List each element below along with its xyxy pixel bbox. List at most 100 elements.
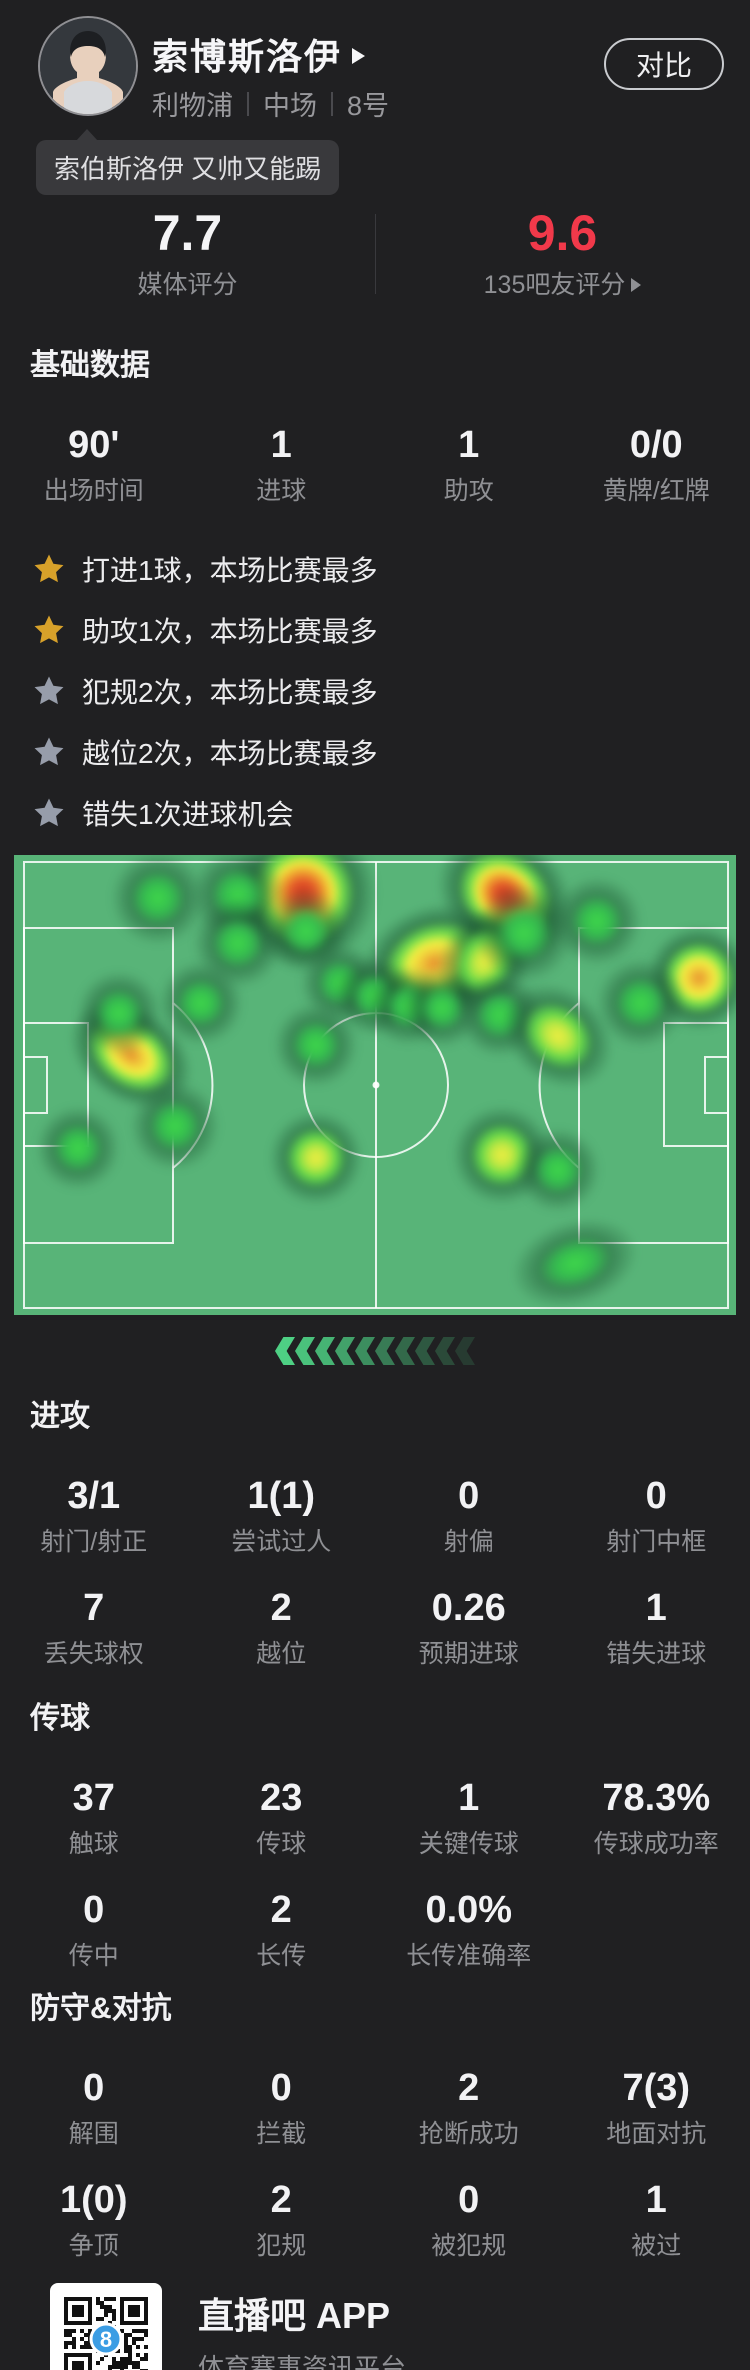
stat-cell: 7 丢失球权: [0, 1587, 188, 1667]
defense-section: 防守&对抗 0 解围 0 拦截 2 抢断成功 7(3) 地面对抗 1(0) 争顶 2 犯规 0 被犯规 1 被…: [0, 1992, 750, 2260]
stat-cell: 37 触球: [0, 1777, 188, 1857]
stat-cell: 90' 出场时间: [0, 424, 188, 504]
attack-direction-indicator: [0, 1337, 750, 1365]
compare-button[interactable]: 对比: [603, 38, 724, 90]
heat-spot: [130, 1080, 220, 1171]
stat-cell: 0.26 预期进球: [375, 1587, 563, 1667]
stat-value: 0: [458, 2179, 480, 2221]
player-avatar[interactable]: [38, 16, 138, 116]
star-icon: [34, 615, 64, 643]
section-title-defense: 防守&对抗: [30, 1992, 172, 2025]
stat-label: 射门/射正: [40, 1528, 148, 1556]
fan-rating-value: 9.6: [527, 205, 598, 261]
stat-value: 37: [72, 1777, 115, 1819]
attack-stat-grid: 3/1 射门/射正 1(1) 尝试过人 0 射偏 0 射门中框 7 丢失球权 2 越位 0.26 预期进球…: [0, 1475, 750, 1667]
stat-cell: 0 被犯规: [375, 2179, 563, 2259]
stat-cell: 1 助攻: [375, 424, 563, 504]
player-name-row[interactable]: 索博斯洛伊: [152, 28, 366, 80]
heat-spot: [273, 1002, 359, 1088]
section-title-attack: 进攻: [30, 1400, 90, 1433]
stat-cell: 1(1) 尝试过人: [188, 1475, 376, 1555]
chevron-left-icon: [315, 1337, 335, 1365]
stat-cell: 0.0% 长传准确率: [375, 1889, 563, 1969]
chevron-left-icon: [335, 1337, 355, 1365]
fan-rating-arrow-icon: [631, 278, 642, 292]
chevron-left-icon: [275, 1337, 295, 1365]
highlight-row: 助攻1次，本场比赛最多: [0, 599, 750, 660]
stat-label: 进球: [256, 477, 307, 505]
stat-label: 拦截: [256, 2120, 307, 2148]
player-tag-bubble[interactable]: 索伯斯洛伊 又帅又能踢: [36, 129, 340, 195]
stat-cell: 78.3% 传球成功率: [563, 1777, 750, 1857]
player-position: 中场: [263, 91, 317, 121]
stat-label: 长传: [256, 1942, 307, 1970]
stat-value: 90': [68, 424, 120, 466]
stat-value: 1: [458, 1777, 480, 1819]
stat-value: 3/1: [67, 1475, 121, 1517]
highlight-row: 打进1球，本场比赛最多: [0, 538, 750, 599]
attack-section: 进攻 3/1 射门/射正 1(1) 尝试过人 0 射偏 0 射门中框 7 丢失球权 2 越位 0.26 预…: [0, 1400, 750, 1668]
stat-label: 出场时间: [43, 477, 144, 505]
section-title-passing: 传球: [30, 1702, 90, 1735]
stat-value: 0: [83, 1889, 105, 1931]
passing-section: 传球 37 触球 23 传球 1 关键传球 78.3% 传球成功率 0 传中 2 长传 0.0% 长传准确…: [0, 1702, 750, 1970]
stat-label: 越位: [256, 1640, 307, 1668]
star-icon: [34, 737, 64, 765]
app-qr-code[interactable]: 8: [50, 2283, 162, 2370]
stat-value: 23: [260, 1777, 303, 1819]
stat-label: 助攻: [443, 477, 494, 505]
basic-data-section: 基础数据 90' 出场时间 1 进球 1 助攻 0/0 黄牌/红牌: [0, 349, 750, 505]
stat-value: 0.0%: [425, 1889, 513, 1931]
media-rating-value: 7.7: [152, 205, 223, 261]
star-icon: [34, 676, 64, 704]
ratings-divider: [375, 214, 376, 294]
name-dropdown-arrow-icon: [352, 48, 366, 64]
stat-label: 地面对抗: [606, 2120, 707, 2148]
heat-spot: [551, 875, 642, 966]
highlight-row: 错失1次进球机会: [0, 782, 750, 843]
separator: [331, 91, 333, 116]
app-slogan: 体育赛事资讯平台: [198, 2353, 407, 2370]
stat-value: 1: [270, 424, 292, 466]
compare-button-label: 对比: [635, 50, 692, 81]
chevron-left-icon: [415, 1337, 435, 1365]
player-number: 8号: [347, 91, 390, 121]
stat-cell: 2 长传: [188, 1889, 376, 1969]
stat-label: 传球: [256, 1830, 307, 1858]
passing-stat-grid: 37 触球 23 传球 1 关键传球 78.3% 传球成功率 0 传中 2 长传 0.0% 长传准确率: [0, 1777, 750, 1969]
heat-spot: [110, 855, 206, 946]
stat-label: 射偏: [443, 1528, 494, 1556]
section-title-basic: 基础数据: [30, 349, 150, 382]
chevron-left-icon: [435, 1337, 455, 1365]
app-footer: 8 直播吧 APP 体育赛事资讯平台: [0, 2283, 750, 2370]
star-icon: [34, 798, 64, 826]
stat-label: 触球: [68, 1830, 119, 1858]
stat-value: 1(0): [59, 2179, 128, 2221]
ratings-row: 7.7 媒体评分 9.6 135吧友评分: [0, 190, 750, 298]
stat-label: 长传准确率: [406, 1942, 532, 1970]
stat-label: 丢失球权: [43, 1640, 144, 1668]
stat-label: 尝试过人: [231, 1528, 332, 1556]
stat-label: 争顶: [68, 2232, 119, 2260]
stat-cell: 3/1 射门/射正: [0, 1475, 188, 1555]
stat-cell: 0 传中: [0, 1889, 188, 1969]
separator: [247, 91, 249, 116]
stat-cell: 0 拦截: [188, 2067, 376, 2147]
stat-label: 黄牌/红牌: [602, 477, 710, 505]
stat-label: 关键传球: [418, 1830, 519, 1858]
highlight-text: 越位2次，本场比赛最多: [82, 737, 378, 769]
stat-cell: 1(0) 争顶: [0, 2179, 188, 2259]
stat-label: 传球成功率: [593, 1830, 719, 1858]
stat-value: 7(3): [622, 2067, 691, 2109]
stat-label: 射门中框: [606, 1528, 707, 1556]
stat-cell: 0/0 黄牌/红牌: [563, 424, 750, 504]
highlight-text: 打进1球，本场比赛最多: [82, 554, 378, 586]
app-name: 直播吧 APP: [198, 2295, 391, 2336]
fan-rating-label[interactable]: 135吧友评分: [375, 272, 750, 298]
player-photo: [40, 18, 136, 114]
stat-label: 错失进球: [606, 1640, 707, 1668]
media-rating: 7.7 媒体评分: [0, 206, 375, 298]
player-team: 利物浦: [152, 91, 233, 121]
heat-spot: [515, 1127, 601, 1213]
footer-text: 直播吧 APP 体育赛事资讯平台: [198, 2296, 406, 2370]
